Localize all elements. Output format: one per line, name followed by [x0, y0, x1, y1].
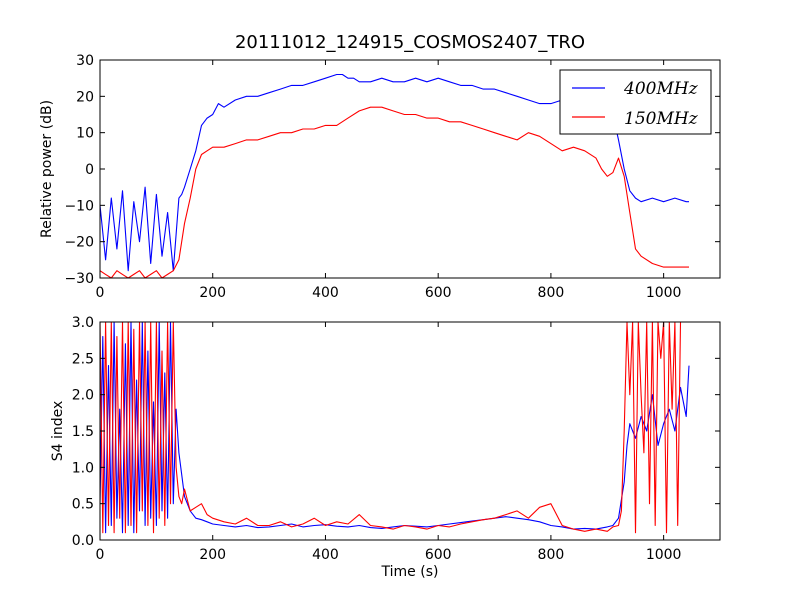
y-tick-label: 3.0 [72, 315, 94, 331]
series-line-150mhz [100, 106, 689, 278]
y-tick-label: 2.0 [72, 388, 94, 404]
x-tick-label: 1000 [646, 547, 682, 563]
x-tick-label: 0 [96, 547, 105, 563]
x-tick-label: 1000 [646, 285, 682, 301]
legend-box [559, 69, 712, 135]
legend-label-400: 400MHz [623, 79, 699, 99]
x-tick-label: 400 [312, 285, 339, 301]
figure-title: 20111012_124915_COSMOS2407_TRO [235, 32, 585, 53]
y-tick-label: 1.5 [72, 424, 94, 440]
x-tick-label: 600 [425, 285, 452, 301]
series-line-400mhz [100, 322, 690, 534]
x-tick-label: 600 [425, 547, 452, 563]
y-tick-label: 0 [85, 162, 94, 178]
s4-xlabel: Time (s) [381, 564, 439, 580]
y-tick-label: 0.5 [72, 497, 94, 513]
x-tick-label: 200 [199, 285, 226, 301]
y-tick-label: −10 [64, 198, 94, 214]
x-tick-label: 0 [96, 285, 105, 301]
s4-panel: 0 200 400 600 800 1000 0.0 0.5 1.0 1.5 2.0 2.5 3.0 S… [50, 315, 721, 580]
x-tick-label: 200 [199, 547, 226, 563]
legend-label-150: 150MHz [624, 109, 699, 129]
y-tick-label: −30 [64, 271, 94, 287]
legend: 400MHz 150MHz [559, 69, 712, 135]
y-tick-label: 10 [76, 126, 94, 142]
y-tick-label: −20 [64, 235, 94, 251]
s4-ylabel: S4 index [50, 401, 66, 462]
x-tick-label: 800 [538, 547, 565, 563]
power-ylabel: Relative power (dB) [39, 100, 55, 238]
series-line-150mhz [100, 322, 682, 534]
y-tick-label: 0.0 [72, 533, 94, 549]
y-tick-label: 20 [76, 89, 94, 105]
y-tick-label: 2.5 [72, 351, 94, 367]
x-tick-label: 800 [538, 285, 565, 301]
y-tick-label: 1.0 [72, 460, 94, 476]
y-tick-label: 30 [76, 53, 94, 69]
power-panel: 0 200 400 600 800 1000 −30 −20 −10 0 10 20 30 Relati… [39, 53, 721, 301]
x-tick-label: 400 [312, 547, 339, 563]
